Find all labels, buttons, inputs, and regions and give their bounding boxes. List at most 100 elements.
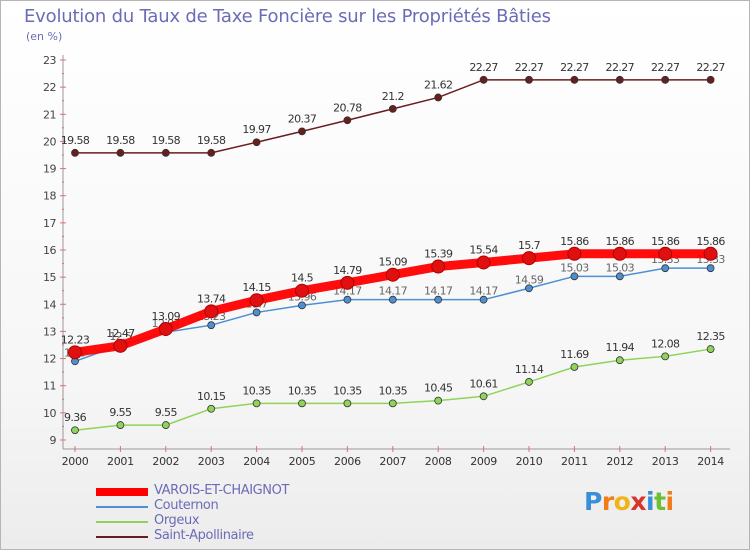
data-label: 14.15 bbox=[242, 281, 271, 294]
data-point bbox=[68, 345, 82, 360]
data-point bbox=[388, 104, 397, 113]
data-label: 15.54 bbox=[469, 243, 498, 256]
x-tick-label: 2008 bbox=[425, 455, 452, 468]
y-tick-label: 19 bbox=[43, 163, 56, 176]
proxiti-logo: Proxiti bbox=[584, 487, 674, 516]
data-point bbox=[479, 75, 488, 84]
data-point bbox=[252, 308, 261, 317]
x-tick-label: 2004 bbox=[243, 455, 270, 468]
x-tick-label: 2011 bbox=[561, 455, 588, 468]
data-point bbox=[661, 264, 670, 273]
data-label: 14.59 bbox=[515, 273, 544, 286]
data-point bbox=[570, 363, 579, 371]
data-point bbox=[161, 421, 170, 429]
data-label: 10.35 bbox=[379, 384, 408, 397]
data-point bbox=[431, 259, 446, 274]
y-tick-label: 18 bbox=[43, 190, 56, 203]
data-label: 14.5 bbox=[291, 272, 314, 285]
legend-swatch bbox=[96, 506, 148, 508]
data-label: 21.2 bbox=[382, 90, 404, 103]
data-point bbox=[158, 321, 173, 336]
data-point bbox=[298, 399, 306, 408]
data-label: 9.55 bbox=[109, 406, 132, 419]
data-point bbox=[385, 267, 400, 282]
data-label: 12.35 bbox=[696, 330, 725, 343]
data-point bbox=[615, 356, 624, 365]
legend-swatch bbox=[96, 536, 148, 538]
data-label: 15.03 bbox=[560, 261, 589, 274]
data-point bbox=[661, 75, 670, 84]
legend-label: Orgeux bbox=[154, 513, 200, 528]
data-point bbox=[388, 295, 397, 304]
data-label: 15.86 bbox=[651, 235, 680, 248]
data-point bbox=[658, 246, 673, 261]
data-label: 12.08 bbox=[651, 337, 680, 350]
data-label: 15.09 bbox=[379, 256, 408, 269]
data-point bbox=[525, 75, 533, 84]
data-label: 11.94 bbox=[606, 341, 635, 354]
y-tick-label: 12 bbox=[43, 353, 56, 366]
data-point bbox=[71, 426, 79, 435]
data-label: 14.17 bbox=[424, 285, 453, 298]
data-point bbox=[434, 93, 443, 102]
data-label: 11.69 bbox=[560, 348, 589, 361]
data-label: 19.58 bbox=[152, 134, 181, 147]
data-label: 12.47 bbox=[106, 327, 135, 340]
legend-label: Couternon bbox=[154, 498, 219, 513]
data-point bbox=[343, 399, 352, 408]
data-label: 13.74 bbox=[197, 292, 226, 305]
data-label: 22.27 bbox=[606, 61, 635, 74]
data-label: 21.62 bbox=[424, 78, 453, 91]
data-point bbox=[340, 275, 355, 290]
data-point bbox=[388, 399, 397, 408]
data-point bbox=[343, 116, 352, 125]
y-tick-label: 22 bbox=[43, 81, 56, 94]
data-point bbox=[161, 148, 170, 157]
data-label: 19.97 bbox=[242, 123, 271, 136]
y-tick-label: 21 bbox=[43, 108, 56, 121]
data-point bbox=[252, 399, 261, 408]
data-label: 10.61 bbox=[469, 377, 498, 390]
data-label: 20.78 bbox=[333, 101, 362, 114]
x-tick-label: 2007 bbox=[379, 455, 406, 468]
legend-label: Saint-Apollinaire bbox=[154, 528, 254, 543]
data-point bbox=[116, 421, 125, 429]
data-label: 10.35 bbox=[288, 384, 317, 397]
data-point bbox=[706, 75, 715, 84]
data-label: 14.79 bbox=[333, 264, 362, 277]
logo-letter: r bbox=[601, 487, 614, 516]
data-point bbox=[116, 148, 125, 157]
data-label: 11.14 bbox=[515, 363, 544, 376]
data-point bbox=[434, 396, 443, 405]
x-tick-label: 2010 bbox=[516, 455, 543, 468]
data-label: 15.03 bbox=[606, 261, 635, 274]
data-point bbox=[567, 246, 582, 261]
x-tick-label: 2014 bbox=[697, 455, 724, 468]
data-label: 14.17 bbox=[379, 285, 408, 298]
y-tick-label: 11 bbox=[43, 380, 56, 393]
data-point bbox=[71, 148, 79, 157]
data-point bbox=[298, 301, 306, 310]
data-point bbox=[295, 283, 309, 298]
data-label: 20.37 bbox=[288, 112, 317, 125]
y-tick-label: 10 bbox=[43, 407, 56, 420]
data-label: 15.7 bbox=[518, 239, 541, 252]
x-tick-label: 2003 bbox=[198, 455, 225, 468]
logo-letter: i bbox=[665, 487, 675, 516]
data-point bbox=[479, 295, 488, 304]
y-tick-label: 20 bbox=[43, 135, 56, 148]
logo-letter: x bbox=[630, 487, 646, 516]
data-label: 9.36 bbox=[64, 411, 87, 424]
data-point bbox=[252, 138, 261, 147]
data-point bbox=[113, 338, 128, 353]
data-point bbox=[706, 264, 715, 273]
data-point bbox=[661, 352, 670, 361]
data-point bbox=[207, 148, 216, 157]
data-label: 22.27 bbox=[651, 61, 680, 74]
data-point bbox=[343, 295, 352, 304]
data-point bbox=[207, 404, 216, 413]
chart-title: Evolution du Taux de Taxe Foncière sur l… bbox=[24, 6, 551, 27]
data-label: 15.86 bbox=[696, 235, 725, 248]
data-point bbox=[525, 284, 533, 293]
data-label: 15.39 bbox=[424, 248, 453, 261]
